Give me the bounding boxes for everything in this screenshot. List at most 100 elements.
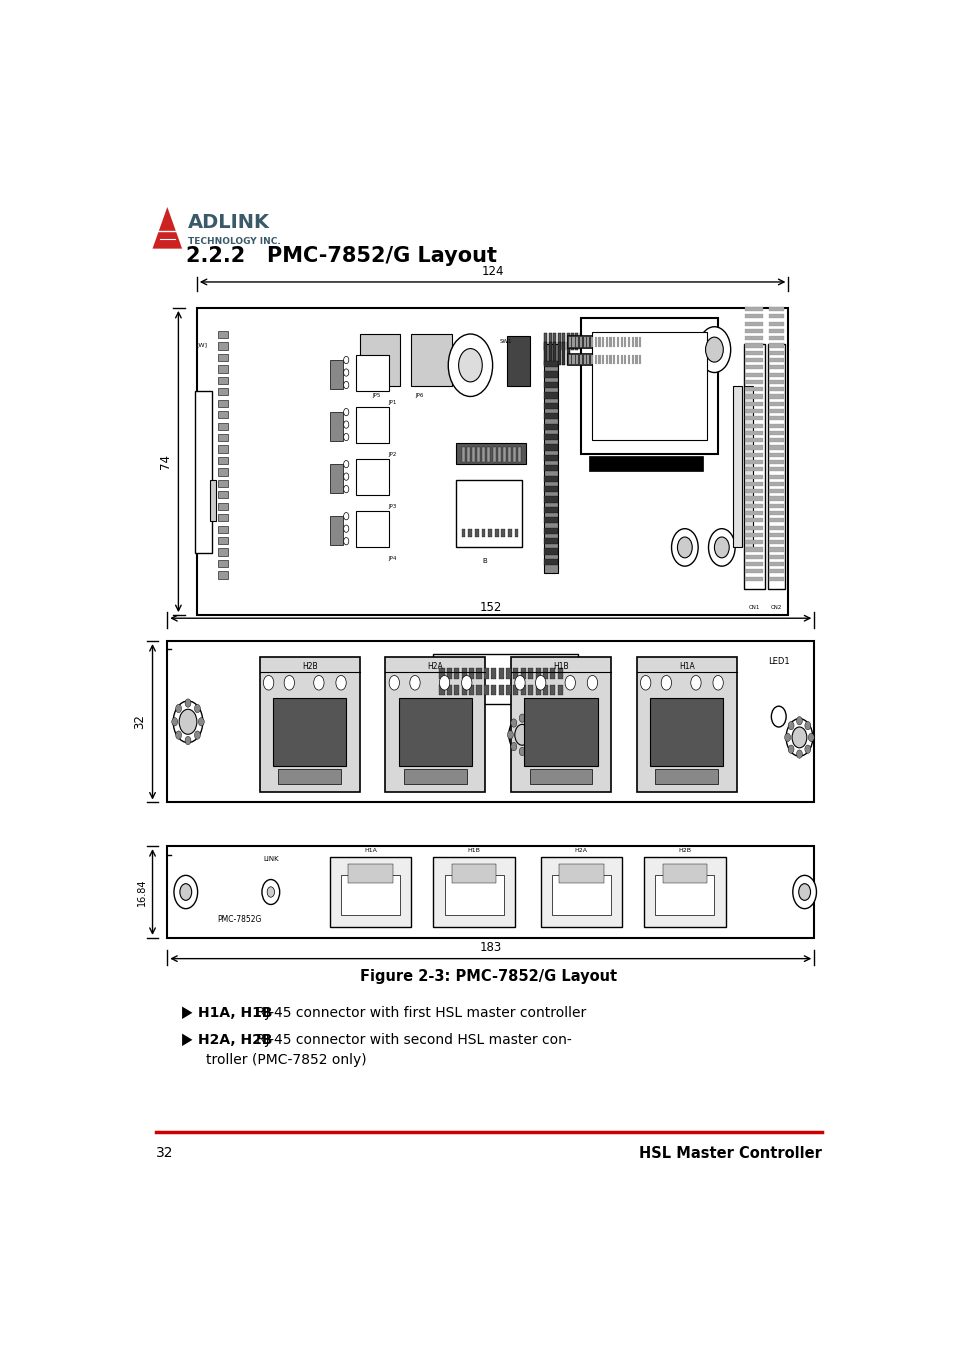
- Bar: [744, 337, 762, 341]
- Text: H1B: H1B: [467, 849, 480, 853]
- Circle shape: [267, 887, 274, 898]
- Text: H1B: H1B: [553, 662, 568, 671]
- Bar: [568, 354, 571, 364]
- Circle shape: [639, 676, 650, 690]
- Circle shape: [173, 700, 203, 742]
- Bar: [551, 875, 610, 915]
- Circle shape: [791, 727, 806, 748]
- Bar: [491, 685, 496, 695]
- Bar: [524, 699, 597, 767]
- Bar: [768, 533, 783, 537]
- Bar: [411, 334, 452, 387]
- Bar: [454, 685, 459, 695]
- Bar: [601, 337, 603, 346]
- Bar: [768, 475, 783, 479]
- Bar: [508, 448, 511, 462]
- Bar: [583, 354, 585, 364]
- Bar: [744, 322, 762, 326]
- Text: 124: 124: [481, 265, 503, 277]
- Circle shape: [515, 725, 529, 745]
- Bar: [768, 373, 783, 377]
- Bar: [497, 448, 500, 462]
- Circle shape: [185, 699, 191, 707]
- Bar: [744, 554, 762, 558]
- Bar: [744, 350, 762, 354]
- Bar: [744, 445, 762, 450]
- Bar: [598, 337, 600, 346]
- Bar: [217, 572, 228, 579]
- Text: 51-24006-1B3: 51-24006-1B3: [271, 668, 335, 677]
- Bar: [744, 453, 762, 457]
- Circle shape: [439, 676, 449, 690]
- Text: H2A: H2A: [427, 662, 443, 671]
- Circle shape: [518, 714, 524, 722]
- Circle shape: [792, 875, 816, 909]
- Bar: [217, 549, 228, 556]
- Bar: [544, 414, 558, 419]
- Bar: [518, 448, 521, 462]
- Bar: [217, 526, 228, 533]
- Bar: [768, 337, 783, 341]
- Bar: [744, 423, 762, 427]
- Bar: [744, 511, 762, 515]
- Circle shape: [179, 710, 196, 734]
- Bar: [768, 576, 783, 581]
- Bar: [627, 337, 630, 346]
- Text: JP1: JP1: [388, 400, 396, 404]
- Circle shape: [527, 742, 533, 750]
- Circle shape: [173, 875, 197, 909]
- Circle shape: [343, 512, 349, 519]
- Polygon shape: [152, 207, 182, 249]
- Bar: [483, 668, 488, 679]
- Bar: [476, 448, 479, 462]
- Circle shape: [804, 745, 810, 753]
- Bar: [768, 460, 783, 464]
- Bar: [744, 481, 762, 485]
- Bar: [210, 480, 216, 522]
- Bar: [217, 560, 228, 568]
- Circle shape: [587, 676, 597, 690]
- Bar: [768, 350, 783, 354]
- Bar: [544, 403, 558, 408]
- Circle shape: [515, 676, 524, 690]
- Bar: [544, 423, 558, 430]
- Circle shape: [448, 334, 492, 396]
- Bar: [744, 395, 762, 399]
- Text: TECHNOLOGY INC.: TECHNOLOGY INC.: [188, 237, 280, 246]
- Bar: [482, 448, 485, 462]
- Bar: [768, 445, 783, 450]
- Bar: [507, 337, 529, 387]
- Bar: [590, 354, 593, 364]
- Bar: [592, 333, 706, 441]
- Bar: [461, 529, 465, 537]
- Circle shape: [698, 327, 730, 373]
- Circle shape: [172, 718, 177, 726]
- Circle shape: [531, 730, 537, 740]
- Bar: [498, 685, 503, 695]
- Bar: [768, 453, 783, 457]
- Bar: [579, 333, 582, 350]
- Circle shape: [796, 717, 801, 725]
- Circle shape: [343, 381, 349, 388]
- Bar: [491, 668, 496, 679]
- Bar: [446, 668, 452, 679]
- Circle shape: [175, 731, 181, 740]
- Bar: [768, 518, 783, 522]
- Bar: [439, 668, 444, 679]
- Bar: [520, 685, 525, 695]
- Bar: [744, 533, 762, 537]
- Bar: [544, 549, 558, 554]
- Bar: [487, 448, 490, 462]
- Text: PMC-7852G: PMC-7852G: [217, 914, 262, 923]
- Bar: [217, 400, 228, 407]
- Bar: [768, 416, 783, 420]
- Bar: [613, 354, 615, 364]
- Bar: [594, 354, 597, 364]
- Bar: [535, 685, 540, 695]
- Bar: [498, 668, 503, 679]
- Text: H2B: H2B: [678, 849, 691, 853]
- Circle shape: [535, 676, 545, 690]
- Text: JP4: JP4: [388, 556, 396, 561]
- Circle shape: [180, 884, 192, 900]
- Bar: [469, 685, 474, 695]
